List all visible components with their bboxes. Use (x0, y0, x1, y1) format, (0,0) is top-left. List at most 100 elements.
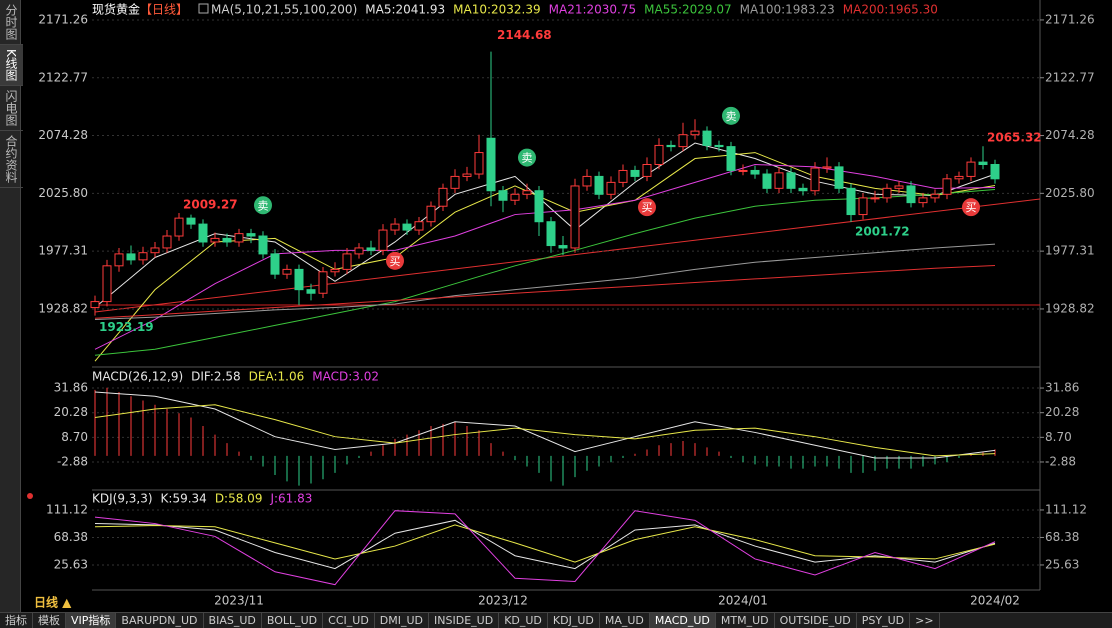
y-tick-label: 111.12 (1045, 502, 1087, 516)
candle-body (90, 301, 100, 309)
x-tick-label: 2023/12 (478, 594, 528, 608)
chart-title: 现货黄金 (92, 2, 140, 17)
candle-body (990, 163, 1000, 180)
candle-body (162, 235, 172, 249)
candle-body (366, 247, 376, 251)
candle-body (918, 197, 928, 204)
indicator-tab[interactable]: PSY_UD (857, 613, 911, 628)
candle-body (174, 217, 184, 237)
indicator-tab[interactable]: VIP指标 (66, 613, 117, 628)
indicator-tab[interactable]: DMI_UD (375, 613, 430, 628)
candle-body (486, 137, 496, 192)
candle-body (234, 233, 244, 243)
candle-body (294, 268, 304, 291)
candle-body (414, 221, 424, 231)
candle-body (522, 190, 532, 195)
legend-entry: K:59.34 (161, 492, 207, 506)
indicator-tab[interactable]: INSIDE_UD (429, 613, 500, 628)
candle-body (726, 146, 736, 171)
indicator-line (94, 391, 996, 459)
candle-body (702, 130, 712, 146)
x-tick-label: 2024/01 (718, 594, 768, 608)
indicator-line (94, 188, 996, 356)
trend-line (94, 198, 1041, 313)
candle-body (150, 247, 160, 254)
legend-entry: J:61.83 (269, 492, 312, 506)
signal-marker (386, 251, 404, 270)
indicator-line (94, 264, 996, 319)
indicator-tab[interactable]: MA_UD (600, 613, 650, 628)
indicator-tab[interactable]: BARUPDN_UD (116, 613, 204, 628)
legend-entry: D:58.09 (215, 492, 263, 506)
candle-body (606, 181, 616, 195)
indicator-icon (198, 3, 209, 14)
candle-body (258, 235, 268, 255)
indicator-tab[interactable]: MTM_UD (716, 613, 775, 628)
indicator-line (94, 163, 996, 350)
y-tick-label: 25.63 (1045, 557, 1079, 571)
candle-body (582, 175, 592, 187)
signal-label: 买 (642, 201, 653, 214)
candle-body (978, 161, 988, 165)
candle-body (126, 253, 136, 261)
y-tick-label: 8.70 (61, 430, 88, 444)
sidebar-tab[interactable]: 分时图 (0, 0, 23, 45)
indicator-tab[interactable]: OUTSIDE_UD (775, 613, 857, 628)
candle-body (678, 134, 688, 148)
candle-body (546, 221, 556, 247)
indicator-tab[interactable]: KDJ_UD (548, 613, 600, 628)
candle-body (774, 172, 784, 189)
indicator-tab[interactable]: MACD_UD (649, 613, 716, 628)
indicator-tab[interactable]: >> (910, 613, 940, 628)
candle-body (738, 169, 748, 172)
candle-body (666, 144, 676, 148)
candle-body (318, 271, 328, 294)
y-tick-label: 1977.31 (1045, 244, 1095, 258)
y-tick-label: 25.63 (54, 557, 88, 571)
sidebar-tab[interactable]: 闪电图 (0, 86, 23, 131)
candle-body (558, 245, 568, 249)
legend-entry: MACD(26,12,9) (92, 370, 183, 384)
extreme-label: 2009.27 (183, 198, 238, 212)
period-tag: 【日线】 (140, 3, 188, 17)
indicator-tab[interactable]: 指标 (0, 613, 33, 628)
candle-body (630, 169, 640, 177)
y-tick-label: 68.38 (1045, 530, 1079, 544)
candle-body (966, 161, 976, 177)
candle-body (354, 247, 364, 255)
indicator-tab[interactable]: 模板 (33, 613, 66, 628)
candle-body (942, 178, 952, 195)
indicator-tab[interactable]: CCI_UD (323, 613, 375, 628)
candle-body (438, 187, 448, 207)
sidebar-tab[interactable]: 合约资料 (0, 131, 23, 188)
signal-marker (254, 196, 272, 215)
candle-body (822, 166, 832, 169)
candle-body (906, 185, 916, 204)
indicator-tab[interactable]: BOLL_UD (262, 613, 324, 628)
candle-body (930, 193, 940, 199)
candle-body (762, 173, 772, 189)
candle-body (390, 223, 400, 231)
extreme-label: 2001.72 (855, 225, 910, 239)
y-tick-label: 8.70 (1045, 430, 1072, 444)
indicator-tab[interactable]: BIAS_UD (204, 613, 262, 628)
sidebar-tab[interactable]: K线图 (0, 45, 23, 86)
legend-entry: MACD:3.02 (312, 370, 379, 384)
candle-body (882, 187, 892, 199)
indicator-line (94, 404, 996, 457)
signal-label: 买 (390, 255, 401, 268)
legend-entry: MA(5,10,21,55,100,200) (211, 3, 357, 17)
candle-body (426, 205, 436, 223)
candle-body (270, 253, 280, 275)
y-tick-label: 2025.80 (1045, 186, 1095, 200)
y-tick-label: 2171.26 (1045, 12, 1095, 26)
candle-body (954, 175, 964, 180)
period-button: 日线 ▲ (34, 595, 72, 610)
candle-body (282, 268, 292, 275)
indicator-tab[interactable]: KD_UD (499, 613, 548, 628)
candle-body (378, 229, 388, 251)
y-tick-label: 20.28 (1045, 405, 1079, 419)
y-tick-label: 1977.31 (38, 244, 88, 258)
sidebar: 分时图 K线图 闪电图 合约资料 (0, 0, 23, 612)
x-tick-label: 2024/02 (970, 594, 1020, 608)
